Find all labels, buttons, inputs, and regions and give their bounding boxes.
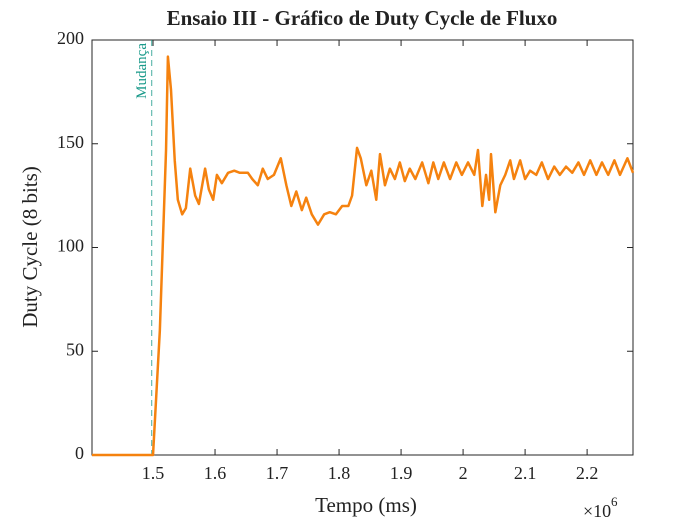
y-tick-label: 50 — [66, 339, 84, 359]
y-axis-label: Duty Cycle (8 bits) — [18, 166, 42, 328]
x-tick-label: 2 — [459, 463, 468, 483]
y-tick-label: 0 — [75, 443, 84, 463]
annotation-label: Mudança — [134, 43, 150, 99]
x-tick-label: 1.6 — [204, 463, 227, 483]
y-tick-label: 150 — [57, 132, 84, 152]
x-tick-label: 2.2 — [576, 463, 599, 483]
x-scale-base: ×10 — [583, 501, 611, 521]
x-scale-exponent: 6 — [611, 494, 618, 509]
x-tick-label: 1.7 — [266, 463, 289, 483]
chart-title: Ensaio III - Gráfico de Duty Cycle de Fl… — [167, 6, 558, 30]
x-tick-label: 2.1 — [514, 463, 537, 483]
x-axis-label: Tempo (ms) — [315, 493, 417, 517]
x-tick-label: 1.8 — [328, 463, 351, 483]
x-tick-label: 1.9 — [390, 463, 413, 483]
y-tick-label: 100 — [57, 236, 84, 256]
data-line — [92, 55, 635, 457]
plot-box — [91, 39, 634, 456]
x-tick-label: 1.5 — [142, 463, 165, 483]
y-tick-label: 200 — [57, 28, 84, 48]
